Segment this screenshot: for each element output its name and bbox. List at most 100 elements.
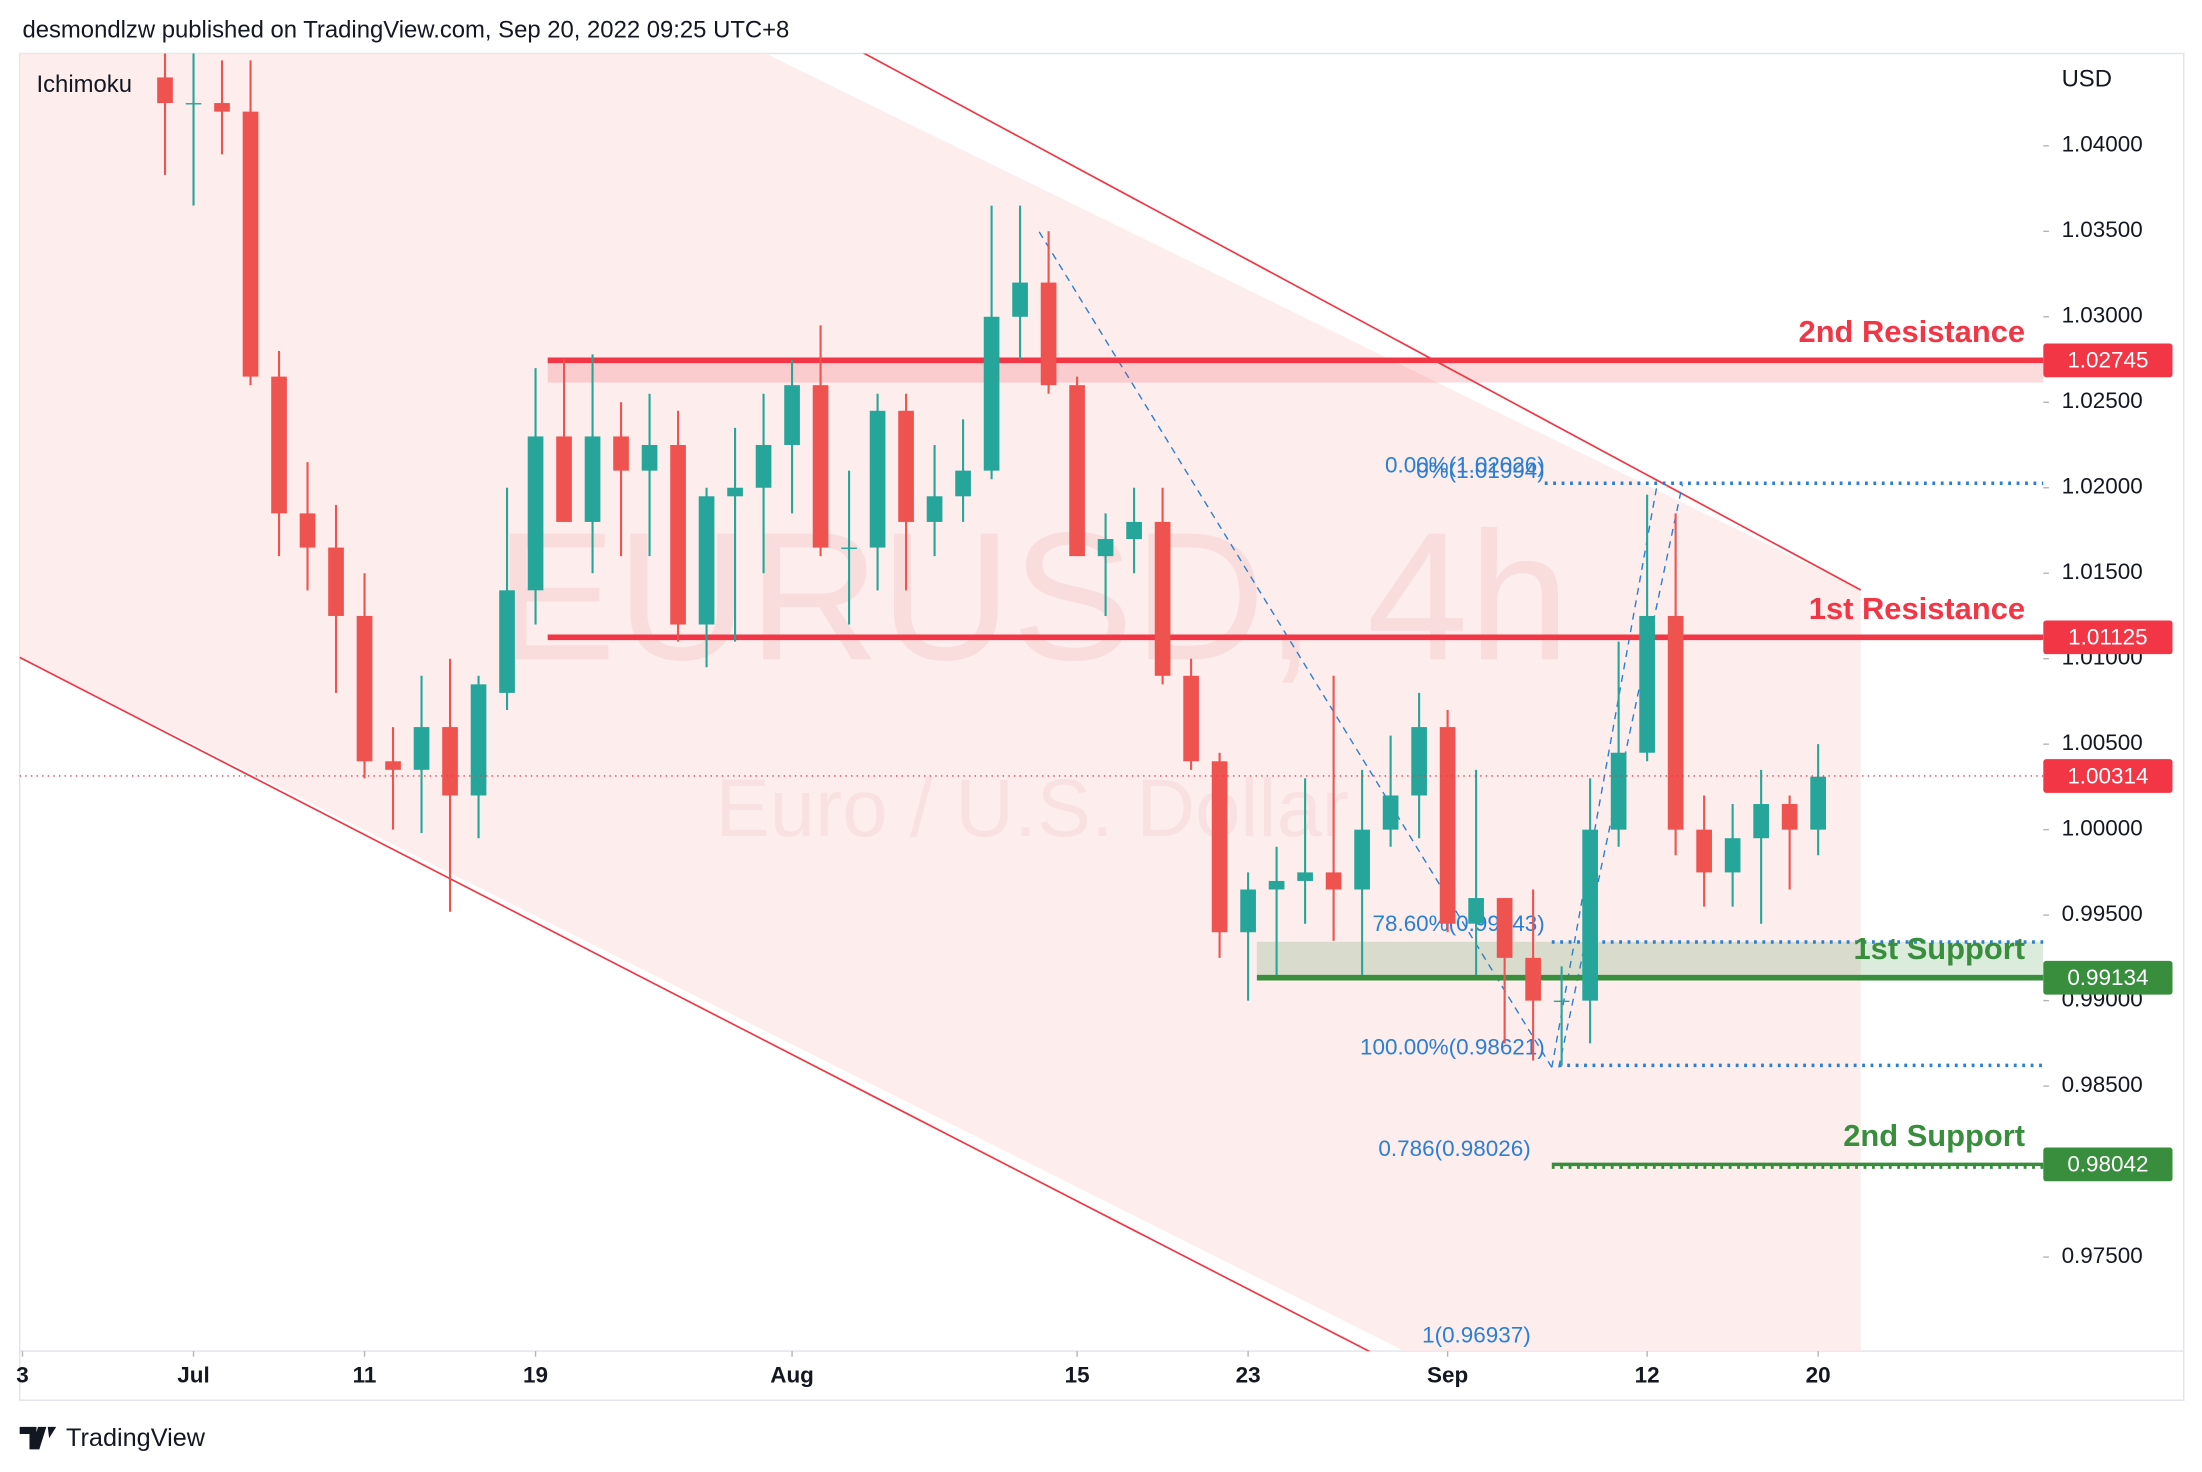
candle-body <box>442 727 458 796</box>
footer: TradingView <box>66 1424 206 1452</box>
plot: EURUSD, 4h Euro / U.S. Dollar 0.00%(1.02… <box>19 53 2044 1352</box>
axes: 1.04000 1.03500 1.03000 1.02500 1.02000 1.015… <box>16 132 2173 1387</box>
candle-body <box>1382 795 1399 830</box>
candle-body <box>299 513 316 548</box>
x-tick-label: 3 <box>16 1362 29 1387</box>
candle-body <box>1468 898 1484 924</box>
x-tick-label: 23 <box>1236 1362 1261 1387</box>
candle-body <box>214 103 230 112</box>
candle-body <box>328 547 344 616</box>
frame <box>18 52 2185 1401</box>
candle-body <box>1183 675 1199 762</box>
level-zone <box>1256 941 2044 978</box>
y-tick-label: 0.98500 <box>2062 1072 2143 1097</box>
candle-body <box>1012 282 1028 317</box>
candle-body <box>1240 889 1256 933</box>
candle-body <box>527 436 544 591</box>
candle-body <box>1810 776 1826 830</box>
candle-body <box>1439 727 1456 924</box>
candle-body <box>926 496 943 522</box>
candle-body <box>1553 1000 1570 1003</box>
level-label: 1st Support <box>1854 931 2026 966</box>
candle-body <box>1724 838 1741 873</box>
candle-body <box>727 487 743 497</box>
candle-body <box>1097 539 1114 557</box>
candle-body <box>242 111 259 377</box>
candle-body <box>1496 898 1513 958</box>
candle-body <box>841 547 857 549</box>
candle-body <box>670 444 686 625</box>
fib-label: 100.00%(0.98621) <box>1360 1035 1545 1060</box>
watermark: EURUSD, 4h <box>495 494 1570 698</box>
candle-body <box>1211 761 1228 933</box>
y-tick-label: 0.99500 <box>2062 901 2143 926</box>
candle-body <box>1297 872 1313 881</box>
fib-trend <box>1558 484 1684 1068</box>
level-tag <box>2043 343 2173 378</box>
candle-body <box>271 376 287 514</box>
last-price-label: 1.00314 <box>2067 763 2148 788</box>
candle-body <box>1040 282 1057 386</box>
candle-body <box>1069 385 1085 557</box>
x-tick-label: 20 <box>1806 1362 1831 1387</box>
level-label: 2nd Support <box>1843 1118 2025 1153</box>
marks: 0.00%(1.02026)0%(1.01994) 78.60%(0.99343)… <box>19 53 2044 1347</box>
fib-label: 1(0.96937) <box>1422 1322 1531 1347</box>
candle-body <box>613 436 629 471</box>
candle-body <box>1525 957 1541 1001</box>
candle-body <box>898 410 914 522</box>
level-tag-label: 1.01125 <box>2068 625 2148 650</box>
candle-body <box>1154 521 1171 676</box>
level-tag <box>2043 620 2173 655</box>
channel-fill <box>19 53 1861 1352</box>
level-label: 2nd Resistance <box>1799 314 2026 349</box>
level-tag <box>2043 960 2173 995</box>
level-label: 1st Resistance <box>1809 591 2025 626</box>
y-tick-label: 1.00500 <box>2062 730 2143 755</box>
candle-body <box>641 444 658 471</box>
candle-body <box>1639 615 1655 753</box>
candle-body <box>869 410 886 548</box>
candle-body <box>755 444 772 488</box>
level-zone <box>547 360 2044 383</box>
candle-body <box>185 103 202 105</box>
y-tick-label: 1.03000 <box>2062 303 2143 328</box>
candle-body <box>983 316 1000 471</box>
x-tick-label: 11 <box>353 1362 377 1387</box>
candle-body <box>356 615 373 762</box>
candle-body <box>556 436 572 522</box>
candle-body <box>1582 829 1598 1001</box>
header: desmondlzw published on TradingView.com,… <box>22 16 789 43</box>
candle-body <box>1411 727 1427 796</box>
x-tick-label: 19 <box>523 1362 548 1387</box>
y-tick-label: 0.97500 <box>2062 1243 2143 1268</box>
level-tag <box>2043 1147 2173 1182</box>
candle-body <box>499 590 515 693</box>
last-price-tag <box>2043 759 2173 793</box>
candle-body <box>1696 829 1712 873</box>
currency: USD <box>2062 65 2112 92</box>
candle-body <box>784 385 800 445</box>
y-tick-label: 1.03500 <box>2062 217 2143 242</box>
candle-body <box>955 470 971 497</box>
y-tick-label: 1.01500 <box>2062 559 2143 584</box>
fib-label: 0.00%(1.02026) <box>1385 452 1545 477</box>
candle-body <box>1781 804 1798 830</box>
indicator-label: Ichimoku <box>37 71 132 98</box>
candle-body <box>1667 615 1684 830</box>
level-tag-label: 0.99134 <box>2067 965 2148 990</box>
candle-body <box>413 727 430 770</box>
x-tick-label: Jul <box>177 1362 209 1387</box>
candle-body <box>698 496 715 625</box>
candle-body <box>157 77 173 104</box>
y-tick-label: 1.00000 <box>2062 816 2143 841</box>
y-tick-label: 1.02000 <box>2062 474 2143 499</box>
x-tick-label: 12 <box>1635 1362 1660 1387</box>
candle-body <box>1325 872 1342 890</box>
candle-body <box>584 436 601 522</box>
x-tick-label: Sep <box>1427 1362 1468 1387</box>
candle-body <box>812 385 829 548</box>
candle-body <box>470 684 487 796</box>
